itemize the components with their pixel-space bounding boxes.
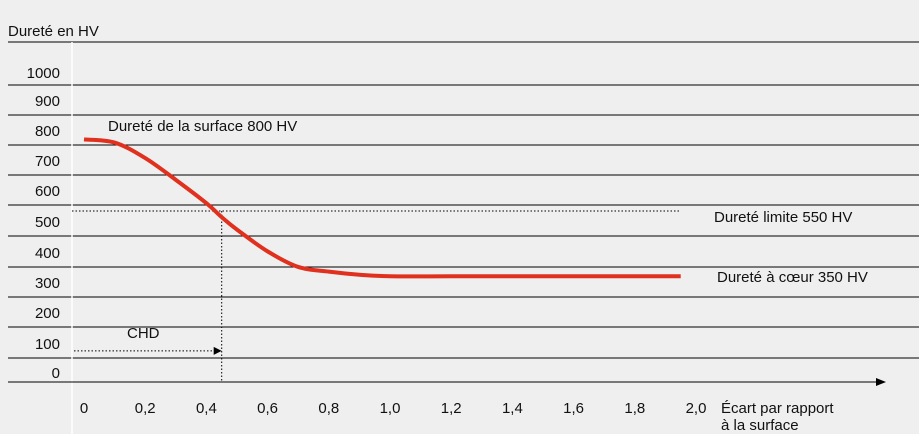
hardness-curve bbox=[83, 137, 681, 279]
y-tick-label: 200 bbox=[35, 305, 60, 322]
grid-lines bbox=[8, 41, 919, 434]
x-tick-label: 0,8 bbox=[318, 400, 339, 417]
data-series bbox=[83, 137, 681, 279]
x-tick-label: 1,4 bbox=[502, 400, 523, 417]
chd-label: CHD bbox=[127, 325, 160, 342]
y-tick-label: 800 bbox=[35, 123, 60, 140]
x-tick-label: 1,0 bbox=[380, 400, 401, 417]
y-tick-label: 600 bbox=[35, 183, 60, 200]
y-tick-label: 100 bbox=[35, 336, 60, 353]
chd-arrow bbox=[213, 346, 222, 355]
x-tick-label: 2,0 bbox=[686, 400, 707, 417]
y-tick-label: 0 bbox=[52, 365, 60, 382]
y-tick-label: 500 bbox=[35, 214, 60, 231]
x-tick-label: 0,6 bbox=[257, 400, 278, 417]
limit-hardness-label: Dureté limite 550 HV bbox=[714, 209, 852, 226]
x-tick-label: 1,6 bbox=[563, 400, 584, 417]
core-hardness-label: Dureté à cœur 350 HV bbox=[717, 269, 868, 286]
y-tick-label: 300 bbox=[35, 275, 60, 292]
y-tick-label: 700 bbox=[35, 153, 60, 170]
y-tick-label: 1000 bbox=[27, 65, 60, 82]
y-tick-label: 400 bbox=[35, 245, 60, 262]
x-tick-label: 1,8 bbox=[624, 400, 645, 417]
x-tick-label: 0 bbox=[80, 400, 88, 417]
x-tick-label: 0,2 bbox=[135, 400, 156, 417]
x-tick-labels: 0 0,2 0,4 0,6 0,8 1,0 1,2 1,4 1,6 1,8 2,0 bbox=[80, 400, 707, 417]
reference-lines bbox=[72, 210, 681, 382]
x-axis-title-line2: à la surface bbox=[721, 417, 799, 434]
y-axis-title: Dureté en HV bbox=[8, 23, 99, 40]
surface-hardness-label: Dureté de la surface 800 HV bbox=[108, 118, 297, 135]
y-tick-label: 900 bbox=[35, 93, 60, 110]
x-tick-label: 1,2 bbox=[441, 400, 462, 417]
x-tick-label: 0,4 bbox=[196, 400, 217, 417]
x-axis-arrow bbox=[876, 378, 886, 386]
x-axis-title-line1: Écart par rapport bbox=[721, 400, 834, 417]
